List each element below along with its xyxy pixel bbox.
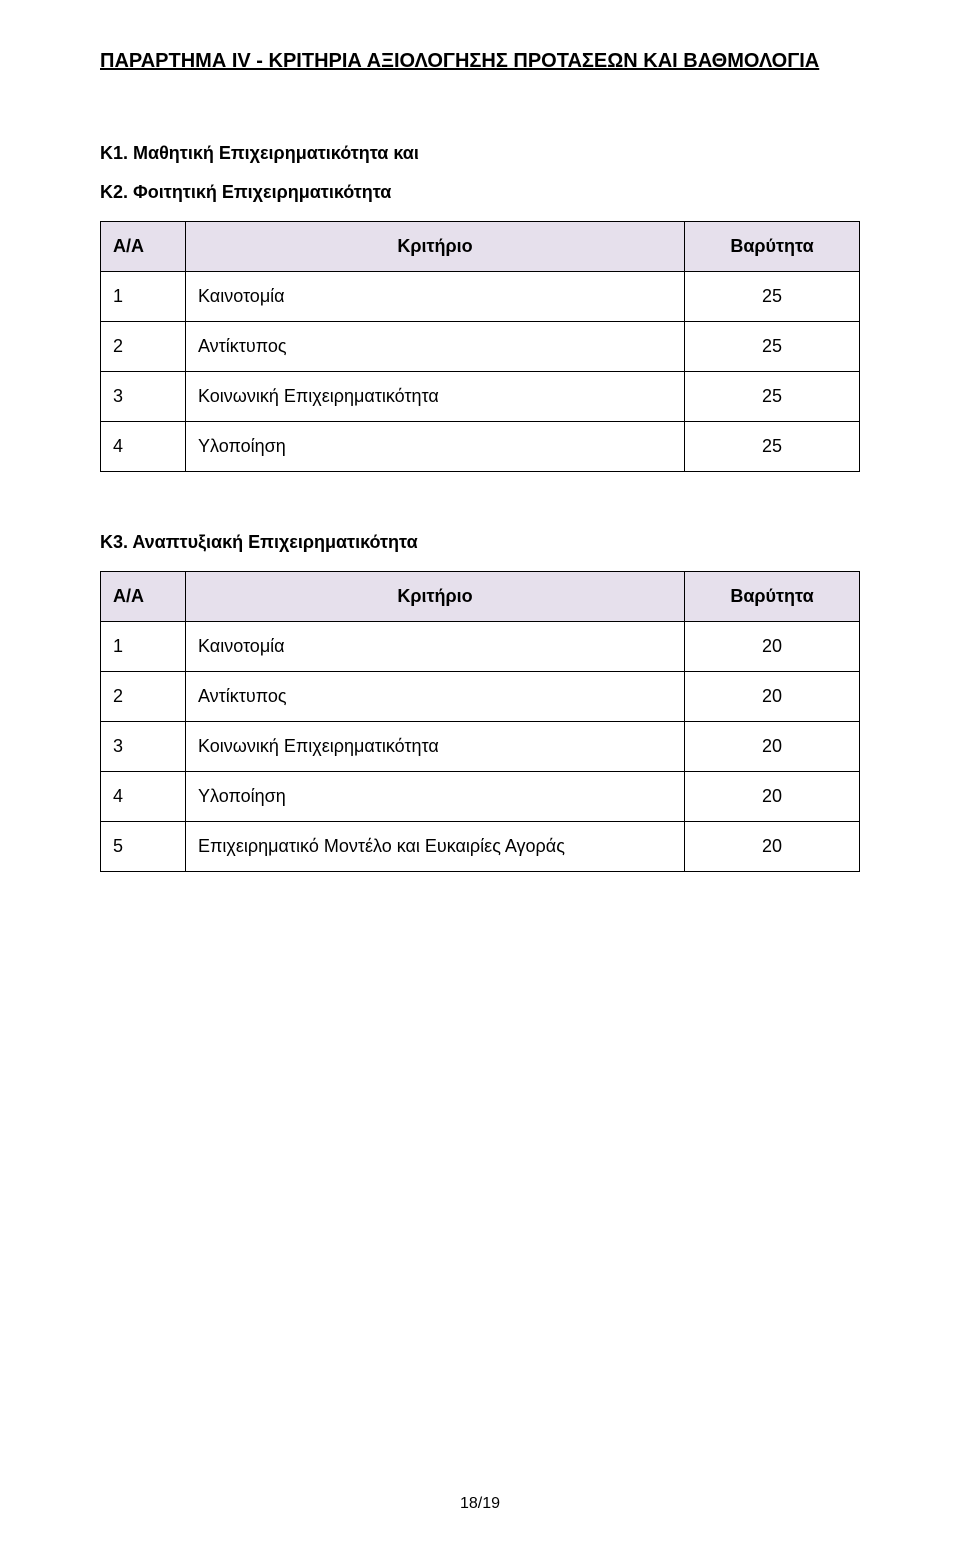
- cell-aa: 3: [101, 372, 186, 422]
- table-header-row: Α/Α Κριτήριο Βαρύτητα: [101, 572, 860, 622]
- cell-weight: 20: [685, 722, 860, 772]
- cell-criterion: Καινοτομία: [186, 272, 685, 322]
- col-header-weight: Βαρύτητα: [685, 572, 860, 622]
- cell-weight: 25: [685, 422, 860, 472]
- section2-heading: Κ3. Αναπτυξιακή Επιχειρηματικότητα: [100, 532, 860, 553]
- cell-weight: 25: [685, 372, 860, 422]
- table-row: 2 Αντίκτυπος 20: [101, 672, 860, 722]
- cell-weight: 20: [685, 822, 860, 872]
- col-header-criterion: Κριτήριο: [186, 572, 685, 622]
- cell-weight: 25: [685, 272, 860, 322]
- cell-aa: 1: [101, 622, 186, 672]
- table-row: 3 Κοινωνική Επιχειρηματικότητα 25: [101, 372, 860, 422]
- cell-aa: 1: [101, 272, 186, 322]
- cell-weight: 25: [685, 322, 860, 372]
- table-row: 4 Υλοποίηση 20: [101, 772, 860, 822]
- cell-criterion: Υλοποίηση: [186, 422, 685, 472]
- table-row: 1 Καινοτομία 20: [101, 622, 860, 672]
- page-title: ΠΑΡΑΡΤΗΜΑ IV - ΚΡΙΤΗΡΙΑ ΑΞΙΟΛΟΓΗΣΗΣ ΠΡΟΤ…: [100, 50, 860, 73]
- section1-heading-line2: Κ2. Φοιτητική Επιχειρηματικότητα: [100, 182, 860, 203]
- page-footer: 18/19: [0, 1495, 960, 1513]
- cell-weight: 20: [685, 672, 860, 722]
- criteria-table-2: Α/Α Κριτήριο Βαρύτητα 1 Καινοτομία 20 2 …: [100, 571, 860, 872]
- col-header-aa: Α/Α: [101, 572, 186, 622]
- cell-aa: 3: [101, 722, 186, 772]
- table-row: 5 Επιχειρηματικό Μοντέλο και Ευκαιρίες Α…: [101, 822, 860, 872]
- cell-weight: 20: [685, 622, 860, 672]
- cell-aa: 2: [101, 672, 186, 722]
- table-row: 2 Αντίκτυπος 25: [101, 322, 860, 372]
- cell-aa: 5: [101, 822, 186, 872]
- cell-weight: 20: [685, 772, 860, 822]
- cell-criterion: Κοινωνική Επιχειρηματικότητα: [186, 722, 685, 772]
- cell-criterion: Επιχειρηματικό Μοντέλο και Ευκαιρίες Αγο…: [186, 822, 685, 872]
- table-row: 1 Καινοτομία 25: [101, 272, 860, 322]
- title-rest: ΚΡΙΤΗΡΙΑ ΑΞΙΟΛΟΓΗΣΗΣ ΠΡΟΤΑΣΕΩΝ ΚΑΙ ΒΑΘΜΟ…: [269, 50, 820, 72]
- cell-aa: 4: [101, 422, 186, 472]
- col-header-aa: Α/Α: [101, 222, 186, 272]
- col-header-criterion: Κριτήριο: [186, 222, 685, 272]
- criteria-table-1: Α/Α Κριτήριο Βαρύτητα 1 Καινοτομία 25 2 …: [100, 221, 860, 472]
- cell-criterion: Καινοτομία: [186, 622, 685, 672]
- cell-aa: 2: [101, 322, 186, 372]
- table-row: 4 Υλοποίηση 25: [101, 422, 860, 472]
- document-page: ΠΑΡΑΡΤΗΜΑ IV - ΚΡΙΤΗΡΙΑ ΑΞΙΟΛΟΓΗΣΗΣ ΠΡΟΤ…: [0, 0, 960, 1553]
- title-prefix: ΠΑΡΑΡΤΗΜΑ IV -: [100, 50, 269, 72]
- cell-criterion: Κοινωνική Επιχειρηματικότητα: [186, 372, 685, 422]
- cell-criterion: Αντίκτυπος: [186, 322, 685, 372]
- section1-heading-line1: Κ1. Μαθητική Επιχειρηματικότητα και: [100, 143, 860, 164]
- col-header-weight: Βαρύτητα: [685, 222, 860, 272]
- cell-criterion: Αντίκτυπος: [186, 672, 685, 722]
- cell-criterion: Υλοποίηση: [186, 772, 685, 822]
- table-row: 3 Κοινωνική Επιχειρηματικότητα 20: [101, 722, 860, 772]
- cell-aa: 4: [101, 772, 186, 822]
- table-header-row: Α/Α Κριτήριο Βαρύτητα: [101, 222, 860, 272]
